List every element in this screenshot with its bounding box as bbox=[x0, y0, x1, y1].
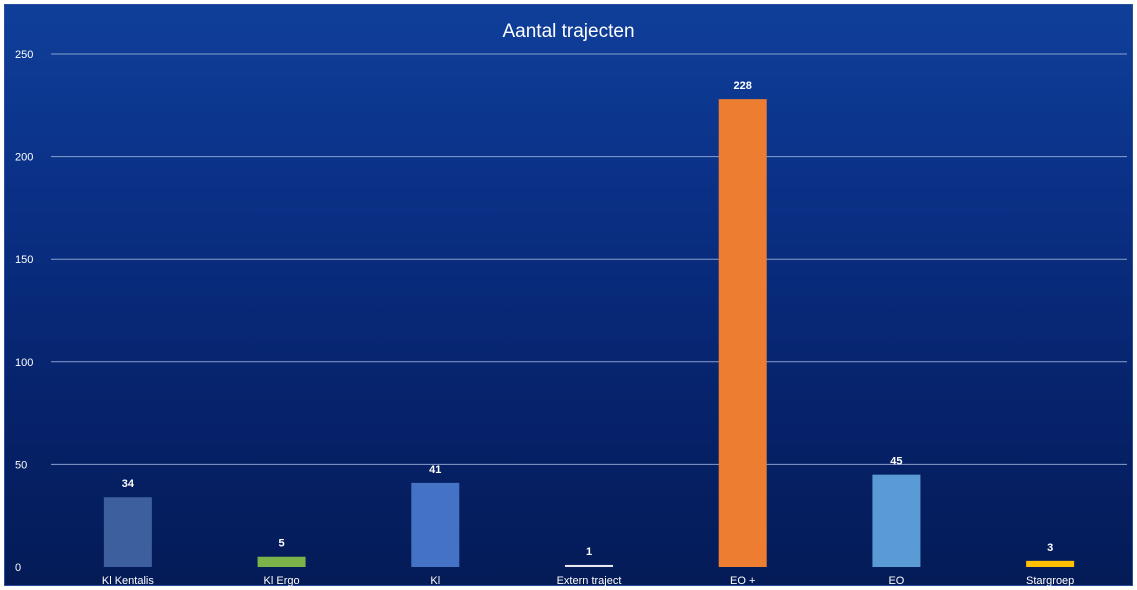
category-label: EO bbox=[888, 575, 904, 587]
x-axis-categories: Kl Kentalis Kl Ergo Kl Extern traject EO + EO… bbox=[102, 575, 1074, 587]
bar bbox=[872, 474, 921, 567]
chart-area: Aantal trajecten 0 50 100 150 200 250 34 5 41 1 2… bbox=[4, 4, 1133, 587]
bar bbox=[718, 99, 767, 568]
data-label: 45 bbox=[890, 456, 902, 468]
y-tick-label: 100 bbox=[15, 357, 33, 369]
gridlines bbox=[51, 53, 1127, 465]
category-label: Kl bbox=[430, 575, 440, 587]
data-label: 1 bbox=[586, 546, 592, 558]
bar bbox=[103, 497, 152, 567]
y-tick-label: 0 bbox=[15, 562, 21, 574]
data-label: 34 bbox=[122, 478, 135, 490]
bar bbox=[257, 556, 306, 567]
category-label: EO + bbox=[730, 575, 755, 587]
y-tick-label: 200 bbox=[15, 152, 33, 164]
bar bbox=[565, 564, 613, 567]
data-label: 228 bbox=[734, 80, 752, 92]
y-tick-label: 250 bbox=[15, 49, 33, 61]
data-label: 5 bbox=[279, 538, 285, 550]
bar bbox=[1026, 560, 1075, 567]
chart-title: Aantal trajecten bbox=[502, 21, 635, 42]
bars bbox=[103, 99, 1075, 568]
data-label: 41 bbox=[429, 464, 441, 476]
category-label: Kl Ergo bbox=[264, 575, 300, 587]
y-tick-label: 150 bbox=[15, 254, 33, 266]
category-label: Stargroep bbox=[1026, 575, 1074, 587]
y-axis-ticks: 0 50 100 150 200 250 bbox=[15, 49, 33, 574]
category-label: Extern traject bbox=[557, 575, 622, 587]
data-label: 3 bbox=[1047, 542, 1053, 554]
category-label: Kl Kentalis bbox=[102, 575, 154, 587]
bar bbox=[411, 482, 460, 567]
y-tick-label: 50 bbox=[15, 459, 27, 471]
